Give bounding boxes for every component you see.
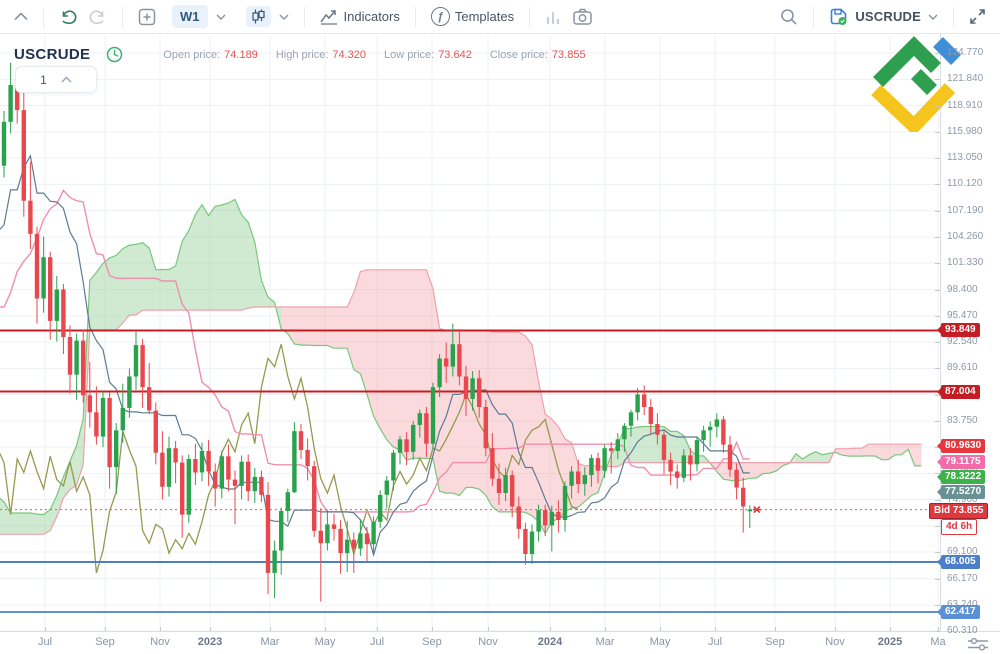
add-chart-button[interactable] — [132, 4, 162, 30]
timeframe-selector[interactable]: W1 — [166, 1, 232, 32]
camera-icon — [573, 8, 592, 25]
chevron-down-icon — [279, 14, 288, 20]
close-price-label: Close price: — [489, 48, 548, 61]
low-price-value: 73.642 — [438, 48, 472, 61]
undo-button[interactable] — [53, 4, 83, 30]
fullscreen-button[interactable] — [963, 4, 992, 29]
indicators-label: Indicators — [343, 9, 400, 24]
indicators-button[interactable]: Indicators — [314, 5, 406, 29]
timeframe-value: W1 — [172, 5, 208, 28]
search-icon — [781, 8, 797, 25]
close-price-value: 73.855 — [551, 48, 586, 61]
candle-type-icon — [245, 6, 271, 27]
function-icon: ƒ — [430, 7, 450, 26]
high-price-label: High price: — [275, 48, 329, 61]
snapshot-button[interactable] — [567, 4, 598, 29]
symbol-title: USCRUDE — [14, 46, 91, 63]
redo-icon — [89, 9, 104, 24]
time-axis[interactable] — [0, 631, 1000, 654]
axis-settings-button[interactable] — [966, 636, 990, 654]
open-price-value: 74.189 — [224, 48, 258, 61]
templates-button[interactable]: ƒ Templates — [425, 3, 520, 30]
indicators-icon — [319, 9, 337, 25]
low-price-label: Low price: — [384, 48, 435, 61]
chevron-up-icon — [14, 12, 28, 21]
undo-icon — [62, 9, 77, 24]
symbol-name: USCRUDE — [855, 9, 921, 24]
collapse-toolbar-button[interactable] — [8, 8, 34, 25]
clock-icon — [106, 46, 123, 63]
chart-type-selector[interactable] — [240, 2, 295, 31]
add-square-icon — [138, 8, 156, 25]
redo-button[interactable] — [83, 4, 113, 30]
chevron-down-icon — [928, 14, 938, 20]
bar-chart-icon — [547, 11, 560, 24]
chevron-up-icon — [61, 76, 72, 83]
high-price-value: 74.320 — [332, 48, 367, 61]
symbol-selector[interactable]: USCRUDE — [823, 3, 944, 30]
ohlc-readout: Open price: 74.189 High price: 74.320 Low … — [145, 49, 585, 61]
open-price-label: Open price: — [163, 48, 221, 61]
search-button[interactable] — [774, 4, 804, 30]
litefinance-logo-watermark — [871, 36, 961, 132]
sliders-icon — [968, 637, 988, 651]
save-icon — [831, 8, 847, 25]
objects-count: 1 — [40, 72, 47, 87]
toolbar: W1 Indicators ƒ — [0, 0, 1000, 34]
templates-label: Templates — [454, 9, 515, 24]
volume-button[interactable] — [539, 5, 567, 29]
chart-header: USCRUDE Open price: 74.189 High price: 74.… — [14, 46, 586, 63]
chevron-down-icon — [216, 14, 225, 20]
objects-count-chip[interactable]: 1 — [15, 66, 97, 93]
expand-icon — [970, 9, 985, 24]
